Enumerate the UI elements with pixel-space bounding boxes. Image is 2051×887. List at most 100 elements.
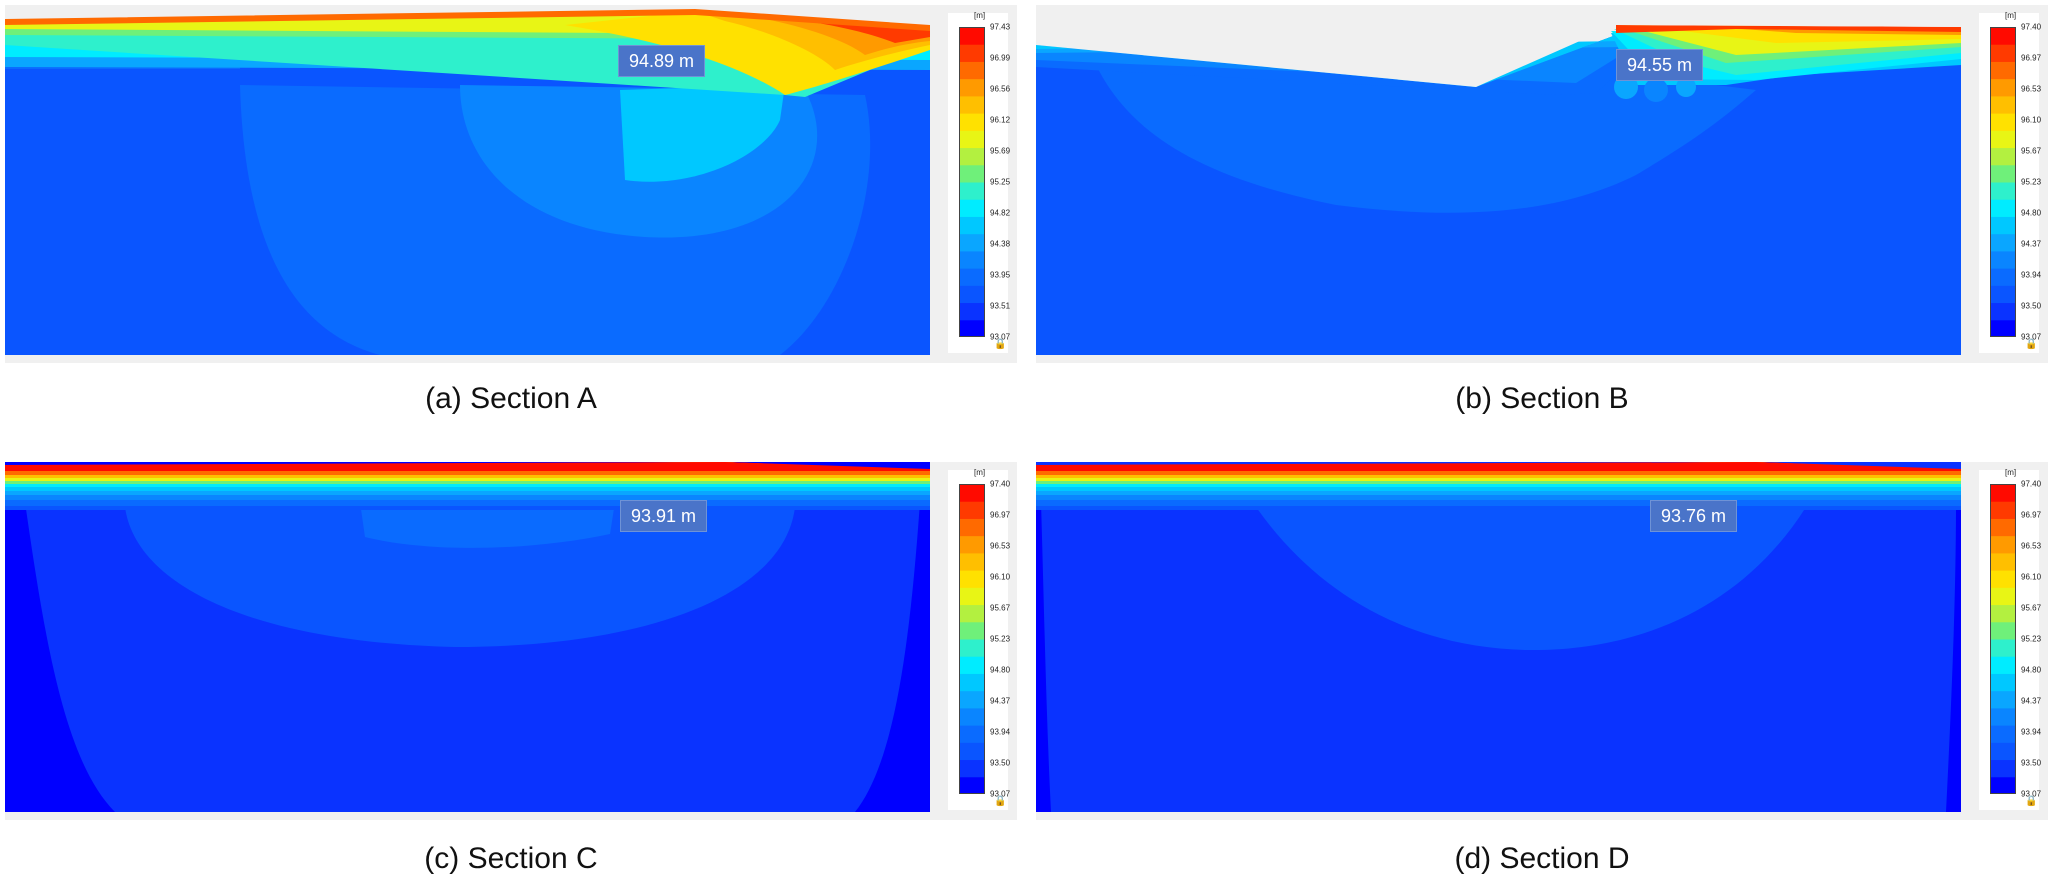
legend-color-step xyxy=(959,484,985,502)
panel-section-a: 94.89 m [m] 97.43 96.99 96.56 96.12 95.6… xyxy=(5,5,1017,363)
value-callout: 93.76 m xyxy=(1650,500,1738,532)
panel-section-d: 93.76 m [m] 97.40 96.97 96.53 96.10 95.6… xyxy=(1036,462,2048,820)
legend-color-step xyxy=(1990,725,2016,743)
panel-section-b: 94.55 m [m] 97.40 96.97 96.53 96.10 95.6… xyxy=(1036,5,2048,363)
value-callout: 93.91 m xyxy=(620,500,708,532)
caption-section-c: (c) Section C xyxy=(424,842,598,875)
legend-tick: 96.99 xyxy=(990,53,1011,63)
legend-tick: 93.94 xyxy=(2021,270,2042,280)
legend-color-step xyxy=(959,639,985,657)
legend-tick: 94.37 xyxy=(990,696,1011,706)
legend-tick: 93.07 xyxy=(2021,332,2042,342)
legend-color-step xyxy=(1990,742,2016,761)
legend-color-step xyxy=(1990,302,2016,321)
legend-color-step xyxy=(959,164,985,183)
color-legend: [m] 97.40 96.97 96.53 96.10 95.67 95.23 … xyxy=(948,468,1011,810)
color-legend: [m] 97.43 96.99 96.56 96.12 95.69 95.25 … xyxy=(948,11,1011,353)
legend-tick: 93.95 xyxy=(990,270,1011,280)
legend-tick: 94.80 xyxy=(2021,665,2042,675)
legend-unit: [m] xyxy=(2005,11,2017,20)
contour-plot-section-c xyxy=(5,462,930,812)
legend-color-step xyxy=(959,95,985,114)
legend-tick: 93.07 xyxy=(2021,789,2042,799)
lock-icon[interactable]: 🔒 xyxy=(2025,796,2038,807)
legend-tick: 93.50 xyxy=(990,758,1011,768)
legend-tick: 96.10 xyxy=(2021,572,2042,582)
legend-tick: 97.40 xyxy=(990,479,1011,489)
legend-color-step xyxy=(1990,319,2016,337)
legend-color-step xyxy=(959,690,985,709)
legend-color-step xyxy=(959,501,985,519)
legend-color-step xyxy=(1990,285,2016,304)
legend-tick: 93.07 xyxy=(990,332,1011,342)
legend-color-step xyxy=(1990,199,2016,217)
legend-tick: 95.23 xyxy=(990,634,1011,644)
legend-color-step xyxy=(959,130,985,149)
legend-color-step xyxy=(1990,776,2016,794)
legend-color-step xyxy=(959,587,985,606)
legend-tick: 96.10 xyxy=(990,572,1011,582)
legend-tick: 96.53 xyxy=(990,541,1011,551)
legend-tick: 95.23 xyxy=(2021,634,2042,644)
legend-bar-outline xyxy=(1990,484,2016,794)
legend-color-step xyxy=(959,113,985,131)
legend-tick: 96.53 xyxy=(2021,541,2042,551)
legend-color-bar xyxy=(959,484,985,794)
legend-color-step xyxy=(959,233,985,252)
legend-color-step xyxy=(1990,656,2016,674)
legend-color-step xyxy=(1990,535,2016,554)
legend-bar-outline xyxy=(959,27,985,337)
legend-tick: 94.37 xyxy=(2021,239,2042,249)
caption-section-b: (b) Section B xyxy=(1455,382,1629,415)
legend-color-step xyxy=(1990,113,2016,131)
legend-tick: 94.80 xyxy=(990,665,1011,675)
legend-tick: 95.67 xyxy=(2021,603,2042,613)
contour-plot-section-a xyxy=(5,9,930,355)
legend-color-step xyxy=(959,673,985,692)
legend-bar-outline xyxy=(1990,27,2016,337)
legend-color-step xyxy=(959,552,985,571)
legend-color-step xyxy=(959,725,985,743)
legend-color-step xyxy=(1990,233,2016,252)
legend-tick: 93.50 xyxy=(2021,301,2042,311)
legend-color-step xyxy=(959,61,985,80)
lock-icon[interactable]: 🔒 xyxy=(994,796,1007,807)
legend-color-bar xyxy=(959,27,985,337)
lock-icon[interactable]: 🔒 xyxy=(2025,339,2038,350)
legend-color-step xyxy=(1990,95,2016,114)
legend-color-step xyxy=(959,302,985,321)
legend-color-step xyxy=(959,656,985,674)
legend-tick: 97.40 xyxy=(2021,479,2042,489)
legend-tick: 96.56 xyxy=(990,84,1011,94)
legend-color-step xyxy=(959,250,985,269)
color-legend: [m] 97.40 96.97 96.53 96.10 95.67 95.23 … xyxy=(1979,11,2042,353)
legend-tick: 95.25 xyxy=(990,177,1011,187)
legend-tick: 96.97 xyxy=(2021,53,2042,63)
legend-color-step xyxy=(959,216,985,235)
legend-color-step xyxy=(1990,130,2016,149)
legend-tick: 96.53 xyxy=(2021,84,2042,94)
legend-color-step xyxy=(959,707,985,726)
legend-color-step xyxy=(1990,552,2016,571)
legend-color-step xyxy=(1990,147,2016,166)
legend-color-step xyxy=(1990,518,2016,537)
value-callout: 94.55 m xyxy=(1616,49,1704,81)
legend-color-step xyxy=(959,535,985,554)
legend-color-step xyxy=(1990,759,2016,778)
legend-color-step xyxy=(1990,164,2016,183)
legend-color-step xyxy=(959,570,985,588)
legend-color-step xyxy=(1990,570,2016,588)
legend-color-step xyxy=(959,776,985,794)
legend-color-step xyxy=(959,78,985,97)
legend-color-step xyxy=(1990,27,2016,45)
legend-color-step xyxy=(1990,639,2016,657)
legend-color-step xyxy=(1990,707,2016,726)
legend-color-step xyxy=(1990,673,2016,692)
legend-color-step xyxy=(1990,61,2016,80)
caption-section-d: (d) Section D xyxy=(1454,842,1630,875)
legend-tick: 94.37 xyxy=(2021,696,2042,706)
legend-tick: 95.67 xyxy=(2021,146,2042,156)
legend-tick: 95.67 xyxy=(990,603,1011,613)
legend-tick: 94.80 xyxy=(2021,208,2042,218)
lock-icon[interactable]: 🔒 xyxy=(994,339,1007,350)
